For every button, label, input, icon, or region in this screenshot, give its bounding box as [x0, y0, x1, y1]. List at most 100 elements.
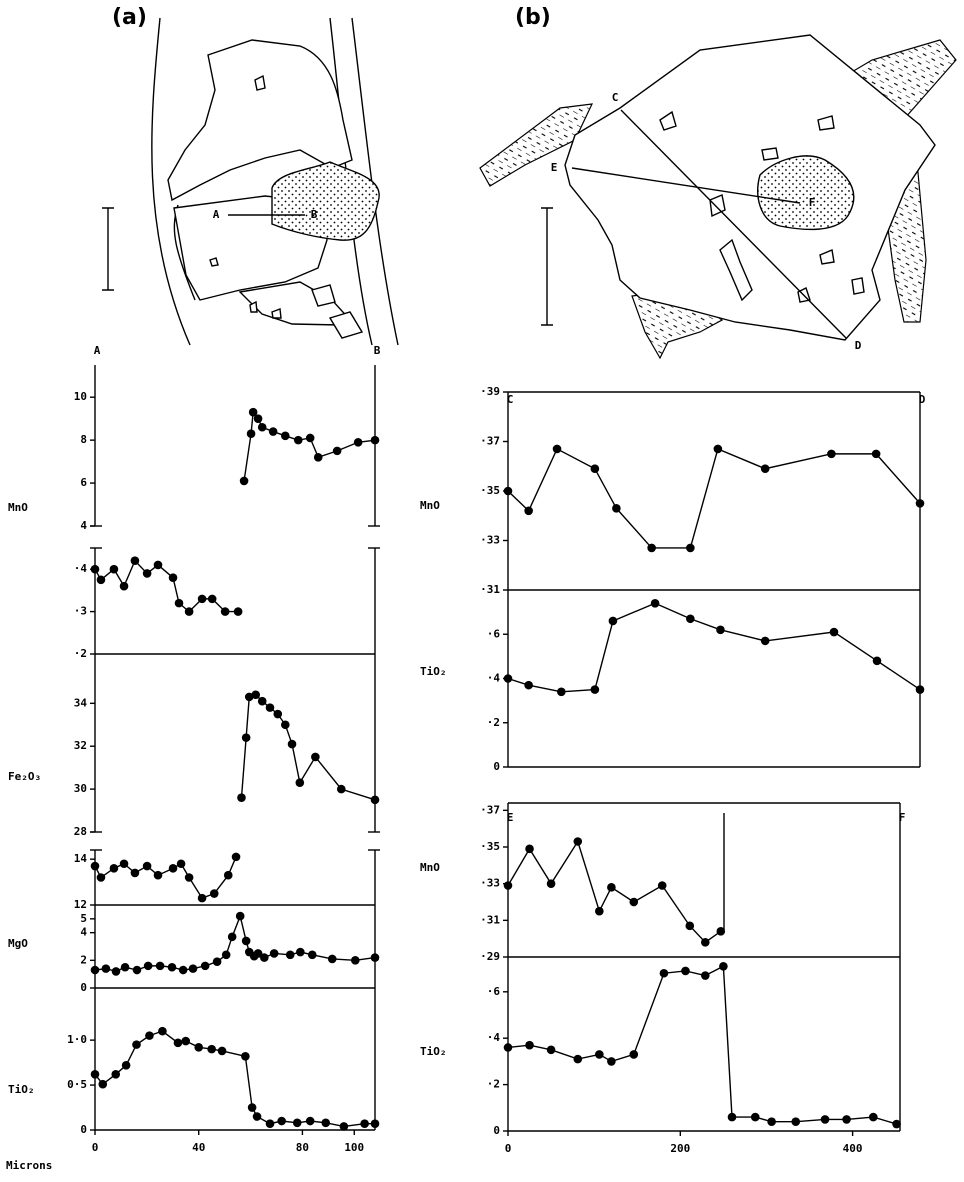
data-point	[234, 607, 243, 616]
data-point	[321, 1119, 330, 1128]
data-point	[686, 544, 695, 553]
data-point	[842, 1115, 851, 1124]
data-point	[266, 703, 275, 712]
x-tick-label: 100	[344, 1141, 364, 1154]
y-axis-label: TiO₂	[8, 1083, 35, 1096]
data-point	[286, 951, 295, 960]
data-point	[547, 879, 556, 888]
data-point	[281, 432, 290, 441]
sketch-label: C	[612, 91, 619, 104]
x-tick-label: 40	[192, 1141, 205, 1154]
data-point	[504, 674, 513, 683]
data-point	[293, 1119, 302, 1128]
data-line	[508, 966, 897, 1124]
data-point	[269, 427, 278, 436]
data-point	[242, 937, 251, 946]
data-point	[547, 1046, 556, 1055]
y-tick-label: 10	[74, 390, 87, 403]
data-point	[308, 951, 317, 960]
data-point	[228, 933, 237, 942]
data-point	[91, 1070, 100, 1079]
data-point	[237, 793, 246, 802]
sketch-b: C D E F	[480, 35, 956, 358]
data-point	[102, 964, 111, 973]
data-point	[273, 710, 282, 719]
data-point	[185, 607, 194, 616]
sketch-label: A	[213, 208, 220, 221]
y-tick-label: 0·5	[67, 1078, 87, 1091]
data-point	[607, 883, 616, 892]
sketch-label: F	[809, 196, 816, 209]
data-point	[112, 967, 121, 976]
data-point	[647, 544, 656, 553]
data-point	[156, 962, 165, 971]
data-point	[573, 837, 582, 846]
sketch-label: E	[551, 161, 558, 174]
data-point	[716, 626, 725, 635]
data-point	[524, 507, 533, 516]
y-tick-label: ·39	[480, 385, 500, 398]
data-point	[154, 561, 163, 570]
scale-bar	[102, 208, 114, 290]
data-point	[591, 464, 600, 473]
data-point	[266, 1119, 275, 1128]
data-point	[328, 955, 337, 964]
y-tick-label: ·4	[74, 562, 88, 575]
data-point	[198, 894, 207, 903]
y-tick-label: ·31	[480, 583, 500, 596]
data-point	[504, 881, 513, 890]
data-point	[916, 685, 925, 694]
data-point	[553, 445, 562, 454]
data-point	[97, 576, 106, 585]
data-point	[609, 617, 618, 626]
y-tick-label: ·4	[487, 672, 501, 685]
y-tick-label: 0	[80, 981, 87, 994]
data-point	[177, 859, 186, 868]
y-tick-label: 2	[80, 953, 87, 966]
data-point	[210, 889, 219, 898]
data-point	[873, 657, 882, 666]
y-tick-label: 34	[74, 696, 88, 709]
data-point	[869, 1113, 878, 1122]
data-point	[242, 733, 251, 742]
y-tick-label: 28	[74, 825, 87, 838]
sketch-a: A B	[102, 18, 398, 345]
data-point	[201, 962, 210, 971]
data-point	[254, 414, 263, 423]
y-axis-label: TiO₂	[420, 665, 447, 678]
data-point	[236, 912, 245, 921]
data-point	[821, 1115, 830, 1124]
panel-label: (a)	[112, 5, 147, 30]
data-point	[719, 962, 728, 971]
data-point	[296, 778, 305, 787]
data-point	[221, 607, 230, 616]
data-point	[872, 450, 881, 459]
y-tick-label: ·37	[480, 803, 500, 816]
data-point	[281, 720, 290, 729]
y-axis-label: MnO	[8, 501, 28, 514]
sketch-label: D	[855, 339, 862, 352]
data-point	[91, 862, 100, 871]
y-tick-label: ·3	[74, 605, 87, 618]
data-point	[767, 1117, 776, 1126]
figure: (a) (b) A B C D E F 46810MnOAB·2·3·42830…	[0, 0, 964, 1182]
data-point	[91, 966, 100, 975]
data-point	[194, 1043, 203, 1052]
data-point	[306, 1117, 315, 1126]
data-point	[224, 871, 233, 880]
data-point	[916, 499, 925, 508]
data-point	[830, 628, 839, 637]
data-point	[728, 1113, 737, 1122]
data-line	[241, 695, 375, 800]
data-point	[185, 873, 194, 882]
data-point	[174, 1039, 183, 1048]
data-point	[288, 740, 297, 749]
data-point	[277, 1117, 286, 1126]
data-point	[660, 969, 669, 978]
data-point	[371, 953, 380, 962]
profile-end-label: D	[919, 393, 926, 406]
data-point	[371, 1119, 380, 1128]
data-point	[111, 1070, 120, 1079]
data-point	[761, 637, 770, 646]
y-tick-label: 8	[80, 433, 87, 446]
